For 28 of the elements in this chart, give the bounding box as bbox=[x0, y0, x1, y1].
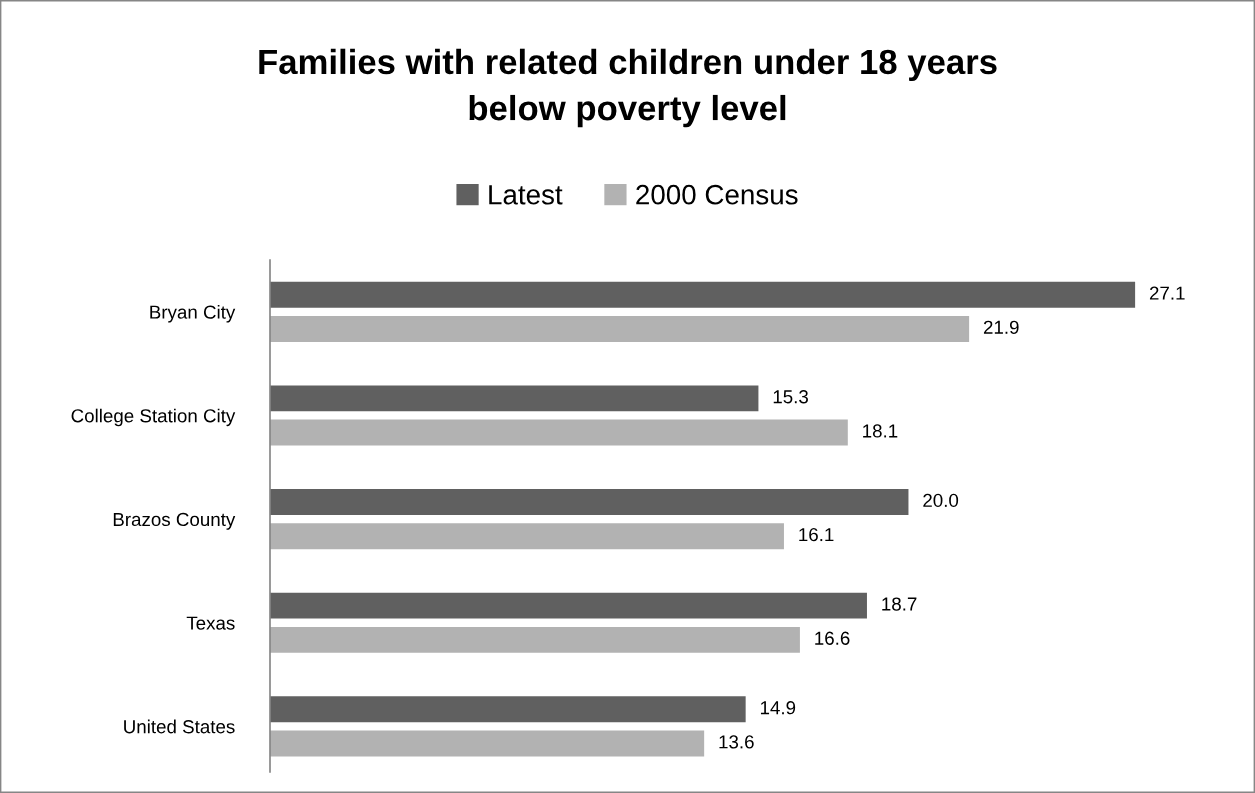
y-tick-label: United States bbox=[124, 719, 235, 734]
data-label: 20.0 bbox=[923, 493, 959, 508]
bar bbox=[270, 489, 909, 515]
data-label: 13.6 bbox=[719, 735, 754, 749]
bar bbox=[270, 696, 746, 723]
bar bbox=[270, 592, 867, 619]
bar bbox=[270, 281, 1136, 308]
data-label: 18.1 bbox=[863, 424, 898, 438]
y-tick-label: College Station City bbox=[71, 408, 236, 427]
data-label: 14.9 bbox=[760, 701, 796, 715]
data-label: 15.3 bbox=[773, 390, 808, 404]
y-tick-label: Texas bbox=[186, 616, 235, 630]
data-label: 16.1 bbox=[799, 527, 834, 542]
legend-label: 2000 Census bbox=[636, 184, 798, 205]
bar bbox=[270, 419, 848, 446]
data-label: 21.9 bbox=[983, 320, 1019, 334]
bar bbox=[270, 523, 784, 550]
data-label: 27.1 bbox=[1149, 286, 1185, 300]
legend-label: Latest bbox=[489, 185, 563, 205]
chart-title: Families with related children under 18 years below poverty level bbox=[259, 48, 997, 128]
data-label: 18.7 bbox=[882, 597, 917, 611]
y-tick-label: Bryan City bbox=[150, 305, 236, 323]
bar bbox=[270, 315, 970, 342]
bar bbox=[270, 385, 759, 412]
bar bbox=[270, 626, 800, 653]
bar bbox=[270, 730, 705, 757]
y-tick-label: Brazos County bbox=[113, 512, 236, 530]
data-label: 16.6 bbox=[815, 631, 850, 645]
